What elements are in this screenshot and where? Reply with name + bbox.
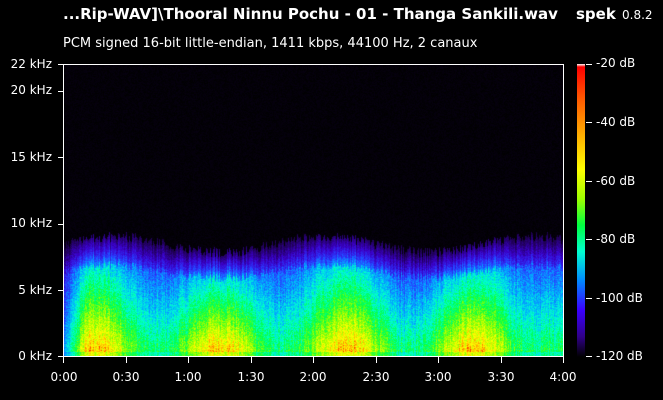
freq-tick-label: 22 kHz (10, 57, 52, 71)
freq-tick-mark (58, 224, 64, 225)
freq-tick-label: 5 kHz (18, 283, 52, 297)
time-tick-mark (188, 357, 189, 363)
time-tick-mark (313, 357, 314, 363)
time-tick-label: 3:00 (424, 370, 452, 384)
app-name: spek (576, 5, 616, 23)
db-tick-mark (586, 298, 592, 299)
db-tick-label: -120 dB (596, 349, 643, 363)
freq-tick-label: 15 kHz (10, 150, 52, 164)
db-tick-label: -20 dB (596, 56, 636, 70)
db-tick-mark (586, 64, 592, 65)
freq-tick-mark (58, 91, 64, 92)
time-tick-mark (501, 357, 502, 363)
freq-tick-label: 0 kHz (18, 349, 52, 363)
time-tick-label: 3:30 (487, 370, 515, 384)
file-title: ...Rip-WAV]\Thooral Ninnu Pochu - 01 - T… (63, 5, 558, 23)
time-tick-label: 2:30 (362, 370, 390, 384)
freq-tick-mark (58, 157, 64, 158)
time-tick-mark (63, 357, 64, 363)
db-tick-label: -40 dB (596, 115, 636, 129)
spectrogram[interactable] (63, 64, 564, 357)
time-tick-label: 0:30 (112, 370, 140, 384)
freq-tick-label: 20 kHz (10, 83, 52, 97)
db-tick-label: -80 dB (596, 232, 636, 246)
time-tick-mark (126, 357, 127, 363)
db-tick-mark (586, 239, 592, 240)
freq-tick-label: 10 kHz (10, 216, 52, 230)
db-color-bar (577, 64, 585, 357)
file-info: PCM signed 16-bit little-endian, 1411 kb… (63, 36, 478, 51)
app-version: 0.8.2 (622, 8, 653, 22)
time-tick-mark (563, 357, 564, 363)
freq-tick-mark (58, 356, 64, 357)
time-tick-label: 2:00 (299, 370, 327, 384)
db-tick-label: -100 dB (596, 291, 643, 305)
time-tick-label: 1:30 (237, 370, 265, 384)
freq-tick-mark (58, 64, 64, 65)
time-tick-mark (376, 357, 377, 363)
db-tick-mark (586, 181, 592, 182)
db-tick-label: -60 dB (596, 174, 636, 188)
freq-tick-mark (58, 290, 64, 291)
time-tick-mark (251, 357, 252, 363)
time-tick-label: 4:00 (549, 370, 577, 384)
time-tick-mark (438, 357, 439, 363)
db-tick-mark (586, 356, 592, 357)
db-tick-mark (586, 122, 592, 123)
time-tick-label: 1:00 (174, 370, 202, 384)
time-tick-label: 0:00 (50, 370, 78, 384)
